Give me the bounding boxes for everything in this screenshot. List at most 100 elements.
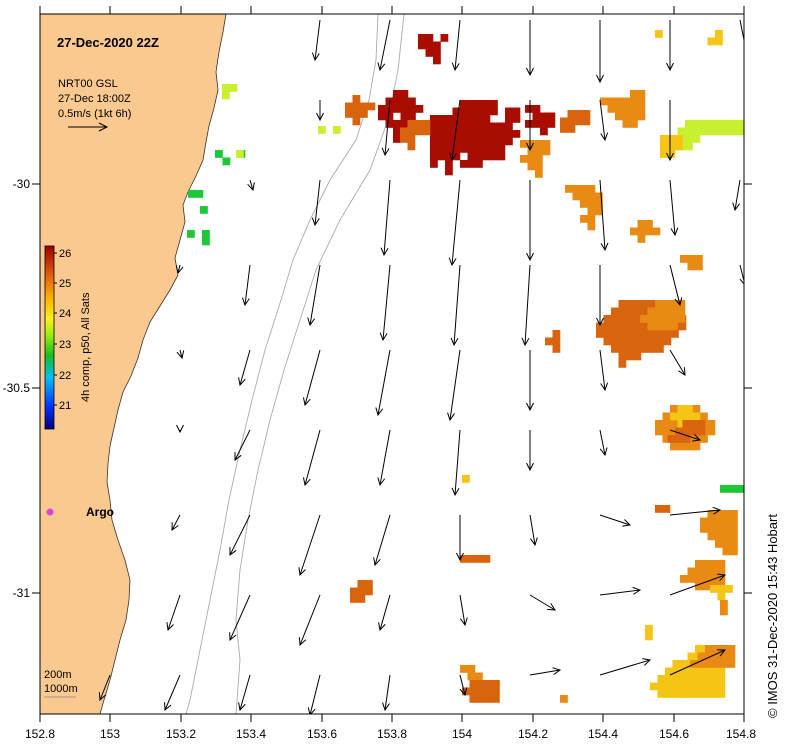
- bathymetry-legend: 200m 1000m: [44, 669, 78, 698]
- sst-pixel: [575, 117, 583, 126]
- sst-pixel: [680, 675, 688, 683]
- current-arrow: [380, 179, 391, 257]
- lat-label: -31: [13, 586, 31, 600]
- credit-text: © IMOS 31-Dec-2020 15:43 Hobart: [765, 514, 780, 718]
- sst-pixel: [425, 34, 434, 42]
- sst-pixel: [467, 107, 476, 116]
- sst-pixel: [647, 315, 656, 323]
- sst-pixel: [445, 167, 453, 176]
- sst-pixel: [618, 330, 627, 338]
- sst-pixel: [633, 307, 642, 316]
- current-arrow: [521, 264, 531, 347]
- current-arrow: [599, 514, 632, 527]
- current-arrow: [447, 349, 461, 422]
- sst-pixel: [677, 412, 686, 421]
- sst-pixel: [656, 330, 664, 338]
- sst-pixel: [707, 517, 716, 526]
- sst-pixel: [542, 140, 551, 148]
- sst-pixel: [460, 160, 468, 168]
- sst-pixel: [672, 682, 681, 691]
- current-arrow: [596, 20, 604, 84]
- sst-pixel: [637, 235, 646, 243]
- sst-pixel: [637, 90, 646, 98]
- sst-pixel: [722, 547, 731, 556]
- sst-pixel: [705, 645, 713, 653]
- sst-pixel: [670, 307, 678, 316]
- sst-pixel: [630, 227, 638, 236]
- sst-pixel: [695, 667, 703, 676]
- sst-pixel: [670, 322, 678, 331]
- sst-pixel: [680, 575, 688, 583]
- sst-pixel: [540, 127, 548, 136]
- sst-pixel: [678, 322, 687, 331]
- sst-pixel: [707, 120, 716, 128]
- sst-pixel: [670, 405, 678, 413]
- sst-pixel: [687, 675, 696, 683]
- current-arrow: [526, 180, 534, 262]
- sst-pixel: [687, 682, 696, 691]
- sst-pixel: [677, 442, 686, 451]
- sst-pixel: [697, 652, 706, 661]
- sst-pixel: [682, 420, 691, 428]
- sst-pixel: [360, 102, 368, 111]
- sst-pixel: [667, 150, 676, 158]
- sst-pixel: [685, 442, 693, 451]
- sst-pixel: [611, 337, 619, 346]
- sst-pixel: [532, 120, 541, 128]
- lon-label: 152.8: [25, 727, 55, 741]
- sst-pixel: [630, 120, 638, 128]
- current-arrow: [529, 667, 562, 676]
- current-arrow: [526, 20, 534, 77]
- sst-pixel: [672, 690, 681, 698]
- sst-pixel: [611, 345, 619, 353]
- sst-pixel: [641, 337, 649, 346]
- current-arrow: [377, 19, 391, 72]
- sst-pixel: [482, 152, 491, 161]
- current-arrow: [176, 349, 185, 360]
- current-arrow: [666, 20, 674, 72]
- sst-pixel: [662, 420, 671, 428]
- current-arrow: [451, 429, 461, 497]
- sst-pixel: [482, 130, 491, 138]
- sst-pixel: [408, 97, 416, 106]
- sst-pixel: [727, 645, 736, 653]
- sst-pixel: [407, 127, 416, 136]
- current-arrow: [176, 424, 184, 434]
- sst-pixel: [567, 125, 576, 133]
- sst-pixel: [677, 420, 686, 428]
- sst-pixel: [730, 517, 738, 526]
- sst-pixel: [200, 206, 208, 214]
- current-arrow: [732, 179, 741, 212]
- sst-pixel: [657, 690, 666, 698]
- sst-pixel: [637, 97, 646, 106]
- argo-float-marker[interactable]: [46, 508, 54, 516]
- sst-pixel: [717, 675, 726, 683]
- sst-pixel: [560, 695, 568, 703]
- sst-pixel: [637, 220, 646, 228]
- current-arrow: [307, 674, 321, 714]
- sst-pixel: [505, 122, 513, 131]
- sst-pixel: [622, 112, 631, 121]
- sst-pixel: [700, 120, 708, 128]
- sst-pixel: [702, 667, 711, 676]
- sst-pixel: [505, 107, 513, 116]
- sst-pixel: [637, 227, 646, 236]
- sst-pixel: [475, 672, 483, 681]
- sst-pixel: [710, 682, 718, 691]
- sst-pixel: [587, 222, 596, 231]
- sst-pixel: [452, 145, 461, 153]
- current-arrow: [379, 264, 391, 342]
- sst-pixel: [477, 680, 485, 688]
- sst-pixel: [687, 652, 696, 661]
- sst-pixel: [482, 115, 491, 123]
- current-arrow: [526, 100, 534, 152]
- sst-pixel: [445, 115, 453, 123]
- sst-pixel: [477, 695, 485, 703]
- sst-pixel: [600, 97, 608, 106]
- current-arrow: [599, 99, 609, 142]
- sst-pixel: [697, 420, 706, 428]
- sst-pixel: [467, 122, 476, 131]
- sst-pixel: [687, 567, 696, 576]
- sst-pixel: [637, 105, 646, 113]
